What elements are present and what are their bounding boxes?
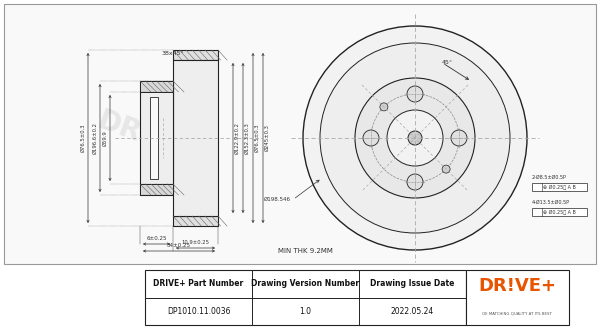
Bar — [140, 81, 173, 195]
Bar — [173, 50, 218, 60]
Text: Ø76.5±0.3: Ø76.5±0.3 — [255, 124, 260, 152]
Text: Ø198.546: Ø198.546 — [264, 197, 291, 202]
Text: Drawing Version Number: Drawing Version Number — [251, 279, 359, 288]
Bar — [145, 270, 466, 325]
Text: Ø152.3±0.3: Ø152.3±0.3 — [245, 122, 250, 154]
Text: Ø196.6±0.2: Ø196.6±0.2 — [93, 122, 98, 154]
Text: MIN THK 9.2MM: MIN THK 9.2MM — [278, 248, 333, 254]
Bar — [466, 270, 569, 325]
Bar — [140, 184, 173, 195]
Text: 4-Ø13.5±Ø0.5P: 4-Ø13.5±Ø0.5P — [532, 199, 570, 204]
Text: 6±0.25: 6±0.25 — [146, 236, 167, 241]
Text: Drawing Issue Date: Drawing Issue Date — [370, 279, 455, 288]
Text: 34±0.25: 34±0.25 — [167, 243, 191, 248]
Bar — [173, 60, 218, 216]
Text: DP1010.11.0036: DP1010.11.0036 — [167, 307, 230, 316]
Circle shape — [407, 86, 423, 102]
Circle shape — [303, 26, 527, 250]
Circle shape — [320, 43, 510, 233]
Circle shape — [442, 165, 450, 173]
Bar — [532, 183, 587, 191]
Text: Ø245±0.3: Ø245±0.3 — [265, 125, 270, 151]
Circle shape — [451, 130, 467, 146]
Bar — [532, 208, 587, 216]
Text: 38x45°: 38x45° — [161, 51, 184, 56]
Circle shape — [407, 174, 423, 190]
Text: 2022.05.24: 2022.05.24 — [391, 307, 434, 316]
Bar — [4, 4, 596, 264]
Text: DR!VE+: DR!VE+ — [478, 277, 556, 295]
Text: 1.0: 1.0 — [299, 307, 311, 316]
Text: DR!VE+: DR!VE+ — [353, 106, 476, 174]
Circle shape — [380, 103, 388, 111]
Circle shape — [363, 130, 379, 146]
Text: DRIVE+ Part Number: DRIVE+ Part Number — [154, 279, 244, 288]
Text: Ø59.9: Ø59.9 — [103, 130, 108, 146]
Circle shape — [408, 131, 422, 145]
Text: 45°: 45° — [442, 60, 452, 65]
Circle shape — [387, 110, 443, 166]
Bar — [140, 81, 173, 92]
Text: 2-Ø8.5±Ø0.5P: 2-Ø8.5±Ø0.5P — [532, 175, 567, 180]
Bar — [150, 97, 158, 179]
Text: DR!VE+: DR!VE+ — [94, 106, 217, 174]
Text: Ø76.5±0.3: Ø76.5±0.3 — [81, 124, 86, 152]
Text: Ø122.9±0.2: Ø122.9±0.2 — [235, 122, 240, 154]
Text: ⊕ Ø0.25Ⓜ A B: ⊕ Ø0.25Ⓜ A B — [542, 210, 575, 215]
Text: 10.9±0.25: 10.9±0.25 — [182, 240, 209, 245]
Text: OE MATCHING QUALITY AT ITS BEST: OE MATCHING QUALITY AT ITS BEST — [482, 311, 552, 315]
Text: ⊕ Ø0.25Ⓜ A B: ⊕ Ø0.25Ⓜ A B — [542, 184, 575, 190]
Circle shape — [355, 78, 475, 198]
Bar — [173, 216, 218, 226]
